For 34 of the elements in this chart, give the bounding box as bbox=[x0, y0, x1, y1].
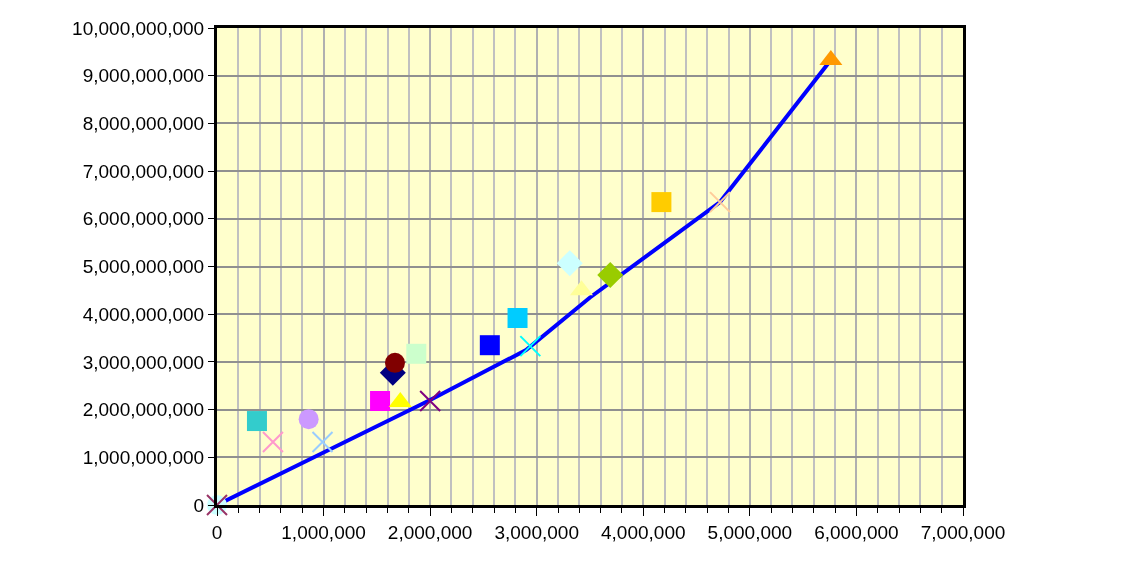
x-tick-label: 2,000,000 bbox=[387, 521, 473, 543]
y-tick-label: 8,000,000,000 bbox=[82, 113, 205, 135]
y-tick-label: 0 bbox=[193, 494, 205, 516]
x-tick-label: 7,000,000 bbox=[920, 521, 1006, 543]
point bbox=[370, 391, 391, 412]
point bbox=[507, 308, 528, 329]
point bbox=[651, 192, 672, 213]
y-tick-label: 10,000,000,000 bbox=[72, 17, 205, 39]
y-tick-label: 4,000,000,000 bbox=[82, 303, 205, 325]
x-tick-label: 3,000,000 bbox=[494, 521, 579, 543]
point bbox=[479, 335, 500, 356]
y-tick-label: 3,000,000,000 bbox=[82, 351, 205, 373]
point bbox=[246, 411, 267, 432]
y-tick-label: 6,000,000,000 bbox=[82, 208, 205, 230]
point bbox=[556, 250, 583, 277]
point bbox=[406, 343, 427, 364]
point bbox=[419, 390, 442, 413]
x-tick-label: 0 bbox=[211, 521, 223, 543]
x-tick-label: 4,000,000 bbox=[601, 521, 686, 543]
y-tick-label: 7,000,000,000 bbox=[82, 160, 205, 182]
point bbox=[519, 335, 542, 358]
y-tick-label: 9,000,000,000 bbox=[82, 65, 205, 87]
point bbox=[709, 191, 732, 214]
y-tick-label: 5,000,000,000 bbox=[82, 256, 205, 278]
point bbox=[384, 352, 405, 373]
y-tick-label: 2,000,000,000 bbox=[82, 399, 205, 421]
point bbox=[597, 262, 624, 289]
point bbox=[311, 431, 334, 454]
x-tick-label: 5,000,000 bbox=[707, 521, 793, 543]
y-tick-label: 1,000,000,000 bbox=[82, 446, 205, 468]
point bbox=[298, 409, 319, 430]
point bbox=[261, 431, 284, 454]
x-tick-label: 6,000,000 bbox=[814, 521, 899, 543]
x-tick-label: 1,000,000 bbox=[281, 521, 366, 543]
